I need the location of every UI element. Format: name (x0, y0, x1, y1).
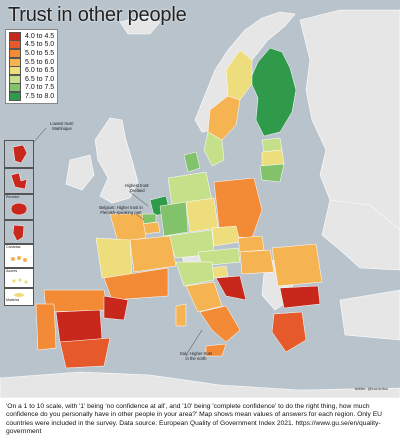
region-croatia (215, 275, 247, 301)
region-france-north (109, 213, 147, 243)
legend-item: 4.0 to 4.5 (9, 31, 55, 41)
ireland-land (65, 154, 95, 191)
region-sardinia (175, 303, 187, 327)
legend-label: 6.0 to 6.5 (25, 67, 55, 75)
inset-guyane-shape (12, 224, 25, 242)
region-slovakia (237, 235, 265, 253)
inset-label: Azores (6, 269, 18, 273)
author-credit: twitter: @euroinfoz (354, 386, 388, 391)
inset-canarias-shape (11, 256, 27, 262)
region-italy-north (175, 261, 215, 287)
inset-canarias: Canarias (4, 244, 34, 268)
region-romania (271, 243, 323, 287)
inset-guadeloupe (4, 168, 34, 194)
inset-martinique (4, 140, 34, 168)
region-austria (197, 247, 241, 267)
inset-reunion: Reunion (4, 194, 34, 220)
legend-item: 5.0 to 5.5 (9, 48, 55, 58)
legend-label: 6.5 to 7.0 (25, 75, 55, 83)
legend-item: 7.0 to 7.5 (9, 83, 55, 93)
annotation-leaders (33, 127, 203, 353)
legend-label: 7.0 to 7.5 (25, 84, 55, 92)
legend-swatch (9, 48, 21, 58)
turkey-land (339, 289, 400, 341)
legend-swatch (9, 40, 21, 50)
legend-label: 5.0 to 5.5 (25, 49, 55, 57)
region-catalonia (103, 295, 129, 321)
region-italy-south (199, 305, 241, 343)
inset-label: Canarias (6, 245, 21, 249)
legend-swatch (9, 74, 21, 84)
uk-land (94, 117, 139, 204)
inset-madeira-shape (14, 293, 24, 297)
legend-item: 7.5 to 8.0 (9, 91, 55, 101)
legend-swatch (9, 91, 21, 101)
region-hungary (239, 249, 275, 275)
region-spain-south (59, 337, 111, 369)
region-germany-west (159, 201, 189, 237)
region-bulgaria (279, 285, 321, 309)
inset-reunion-shape (10, 202, 28, 216)
legend-item: 5.5 to 6.0 (9, 57, 55, 67)
map-legend: 4.0 to 4.5 4.5 to 5.0 5.0 to 5.5 5.5 to … (5, 29, 59, 104)
annotation-italy: Italy: Higher trust in the north (180, 351, 212, 361)
region-sicily (205, 343, 227, 357)
inset-label: Reunion (6, 195, 20, 199)
region-sweden-south (203, 131, 225, 167)
legend-swatch (9, 66, 21, 76)
region-italy-central (185, 281, 223, 313)
ukraine-land (321, 199, 400, 271)
map-footnote: 'On a 1 to 10 scale, with '1' being 'no … (6, 403, 382, 436)
legend-item: 4.5 to 5.0 (9, 40, 55, 50)
legend-label: 7.5 to 8.0 (25, 92, 55, 100)
europe-map (0, 9, 400, 398)
region-greece (271, 311, 307, 353)
region-denmark (183, 151, 201, 173)
map-title: Trust in other people (8, 4, 187, 26)
region-lithuania (259, 163, 285, 183)
inset-azores: Azores (4, 268, 34, 288)
region-finland (249, 47, 297, 137)
region-france-south (103, 267, 169, 301)
legend-label: 5.5 to 6.0 (25, 58, 55, 66)
inset-guadeloupe-shape (10, 172, 28, 190)
inset-madeira: Madeira (4, 288, 34, 306)
legend-swatch (9, 57, 21, 67)
legend-swatch (9, 83, 21, 93)
inset-label: Madeira (6, 298, 19, 302)
annotation-highest-trust: Highest trust: Zeeland (124, 183, 150, 193)
legend-item: 6.0 to 6.5 (9, 66, 55, 76)
region-france-east (129, 235, 177, 273)
legend-swatch (9, 31, 21, 41)
inset-azores-shape (12, 278, 28, 284)
inset-martinique-shape (12, 144, 28, 164)
annotation-lowest-trust: Lowest trust: Martinique (50, 121, 74, 131)
legend-label: 4.5 to 5.0 (25, 41, 55, 49)
region-portugal (35, 303, 57, 351)
annotation-belgium: Belgium: Higher trust in Flemish-speakin… (99, 205, 143, 215)
legend-label: 4.0 to 4.5 (25, 32, 55, 40)
iceland-land (119, 15, 161, 35)
map-canvas: Trust in other people 4.0 to 4.5 4.5 to … (0, 0, 400, 398)
north-africa-land (0, 371, 400, 398)
legend-item: 6.5 to 7.0 (9, 74, 55, 84)
region-poland (213, 177, 263, 239)
inset-guyane (4, 220, 34, 244)
